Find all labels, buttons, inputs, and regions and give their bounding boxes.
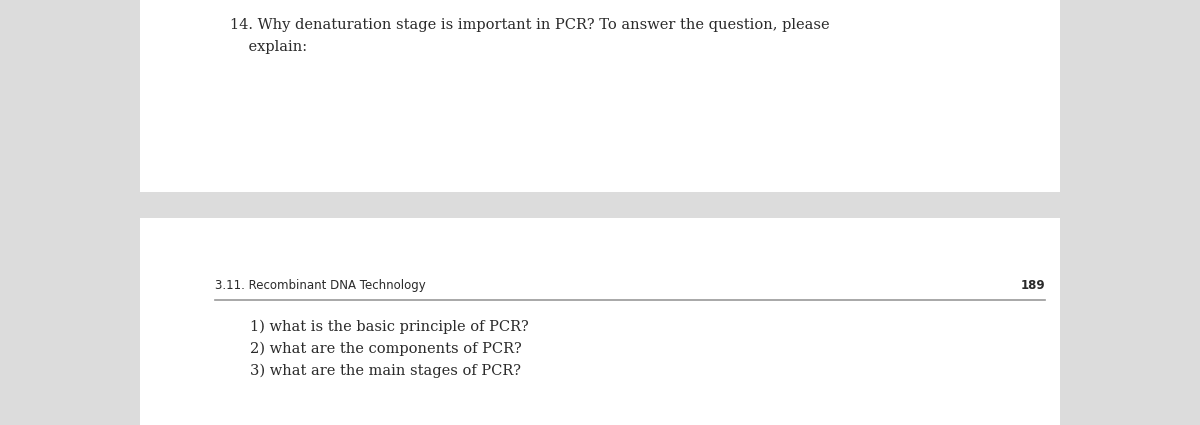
Text: 3) what are the main stages of PCR?: 3) what are the main stages of PCR? <box>250 364 521 378</box>
Bar <box>140 0 1060 192</box>
Bar <box>140 218 1060 425</box>
Text: 1) what is the basic principle of PCR?: 1) what is the basic principle of PCR? <box>250 320 529 334</box>
Text: explain:: explain: <box>230 40 307 54</box>
Text: 14. Why denaturation stage is important in PCR? To answer the question, please: 14. Why denaturation stage is important … <box>230 18 829 32</box>
Text: 2) what are the components of PCR?: 2) what are the components of PCR? <box>250 342 522 357</box>
Text: 3.11. Recombinant DNA Technology: 3.11. Recombinant DNA Technology <box>215 279 426 292</box>
Text: 189: 189 <box>1020 279 1045 292</box>
